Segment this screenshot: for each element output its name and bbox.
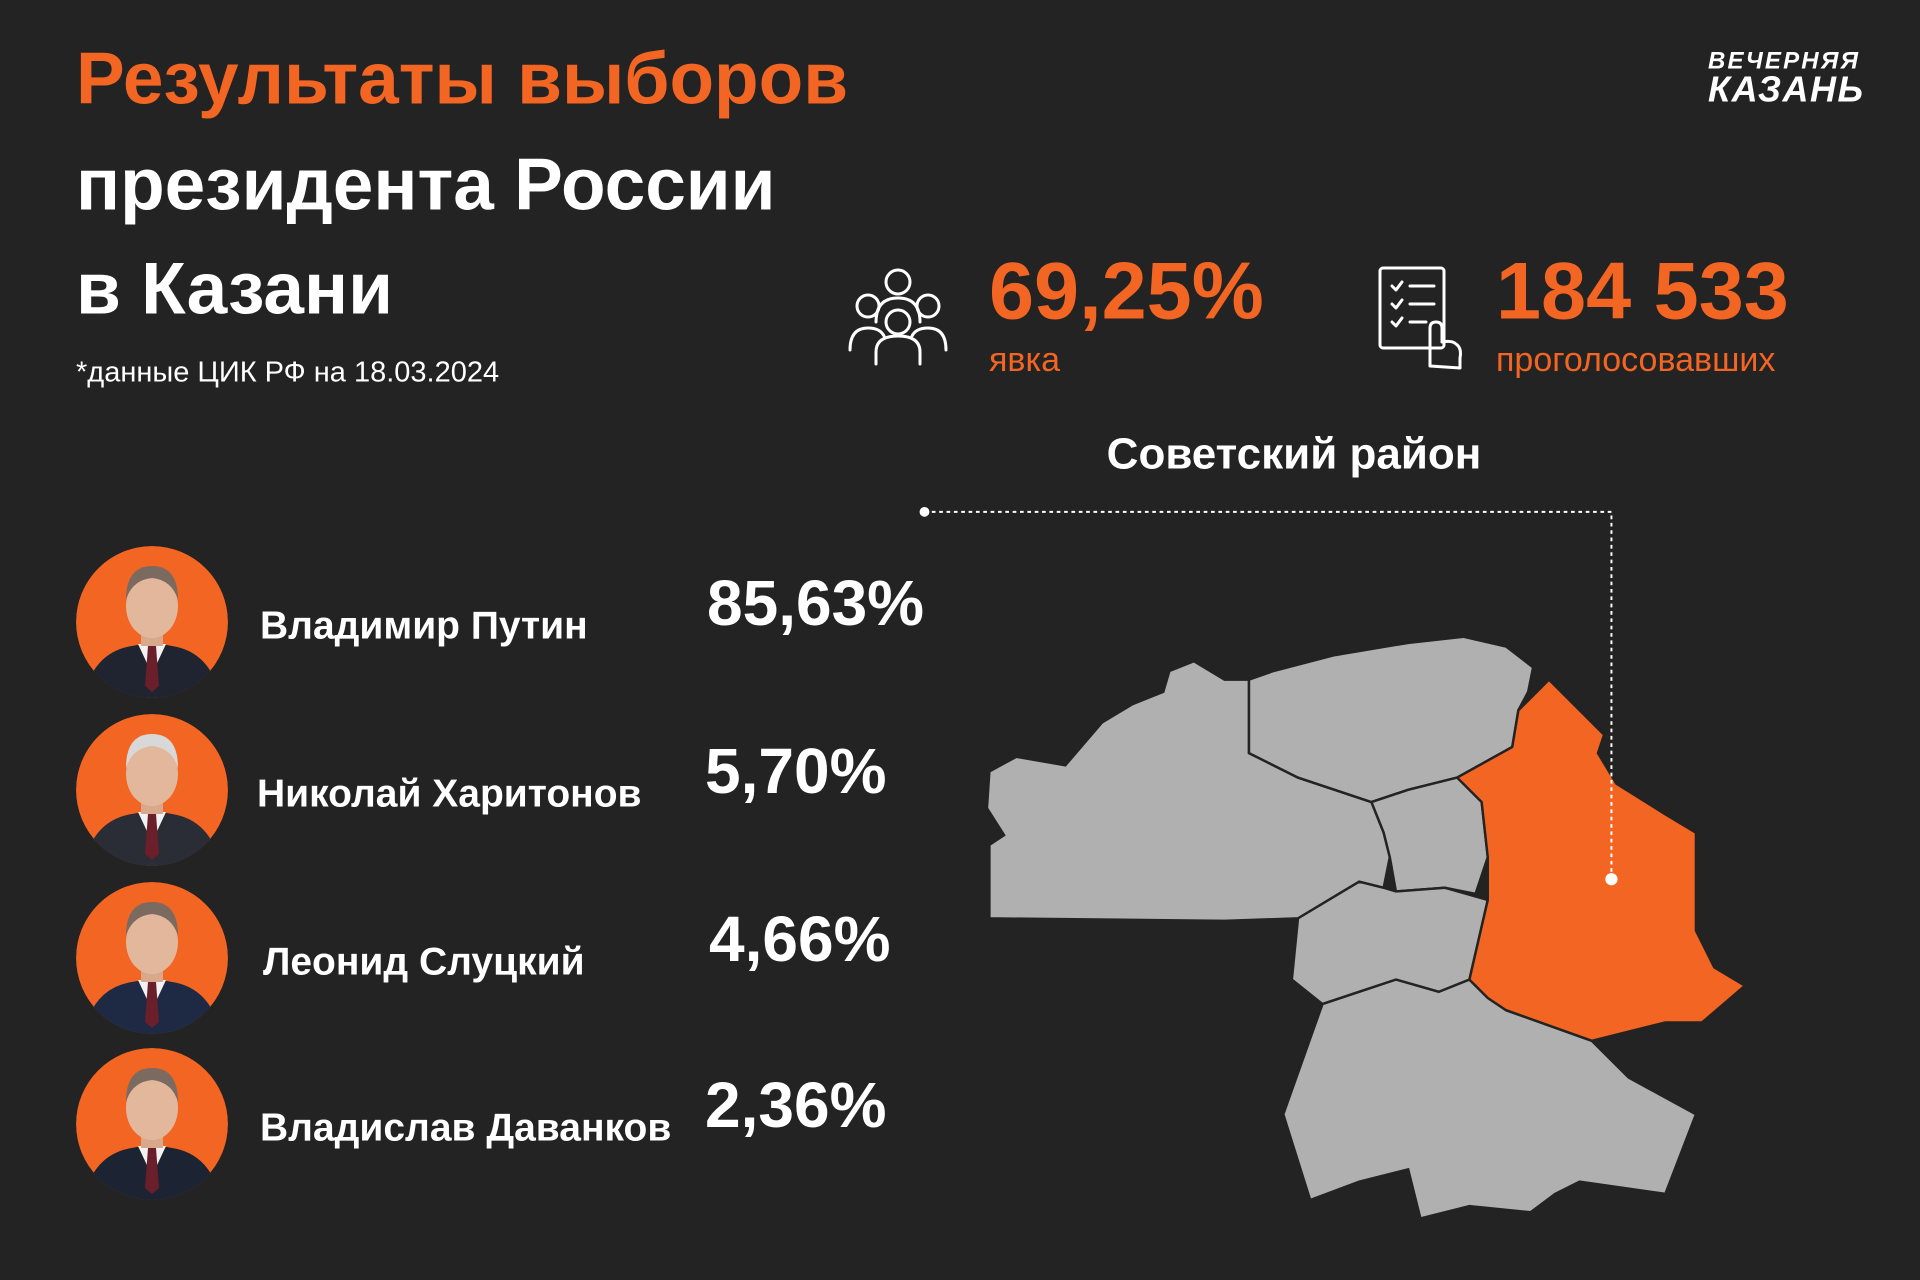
stat-value: 184 533 <box>1496 246 1789 336</box>
note: *данные ЦИК РФ на 18.03.2024 <box>76 357 499 389</box>
pointer-line <box>924 510 1613 880</box>
map <box>919 506 1747 1220</box>
district-title: Советский район <box>1107 430 1482 479</box>
portrait-head <box>126 574 178 638</box>
portrait-head <box>126 910 178 974</box>
portrait-hair <box>126 734 178 768</box>
candidate-name: Николай Харитонов <box>257 772 642 815</box>
portrait <box>76 1048 228 1200</box>
candidate-name: Владимир Путин <box>260 604 588 647</box>
portrait-hair <box>126 566 178 600</box>
map-region <box>1247 635 1535 804</box>
pointer-dot <box>1605 873 1618 886</box>
candidate-name: Владислав Даванков <box>260 1106 671 1149</box>
portrait-head <box>126 1076 178 1140</box>
turnout-icon <box>848 268 948 366</box>
portrait-hair <box>126 1068 178 1102</box>
portrait <box>76 714 228 866</box>
title-line: Результаты выборов <box>76 38 848 119</box>
stat-label: явка <box>989 341 1060 379</box>
portrait-tie <box>145 982 159 1028</box>
map-region <box>1281 978 1698 1220</box>
candidate-value: 4,66% <box>709 903 890 975</box>
portrait-hair <box>126 902 178 936</box>
portrait-head <box>126 742 178 806</box>
candidate-value: 85,63% <box>707 567 924 639</box>
candidate-value: 5,70% <box>705 735 886 807</box>
map-region-highlight <box>1455 677 1747 1043</box>
portrait-tie <box>145 1148 159 1194</box>
logo-line: ВЕЧЕРНЯЯ <box>1708 47 1859 74</box>
map-region <box>1369 776 1490 896</box>
logo-line: КАЗАНЬ <box>1708 69 1863 110</box>
candidate-value: 2,36% <box>705 1069 886 1141</box>
pointer-dot <box>919 506 930 517</box>
stat-value: 69,25% <box>989 246 1264 336</box>
candidate-name: Леонид Слуцкий <box>263 940 585 983</box>
title-line: в Казани <box>76 248 393 329</box>
title-line: президента России <box>76 144 776 225</box>
portrait <box>76 882 228 1034</box>
portrait-tie <box>145 646 159 692</box>
portrait-tie <box>145 814 159 860</box>
portrait <box>76 546 228 698</box>
voters-icon <box>1378 266 1462 370</box>
stat-label: проголосовавших <box>1496 341 1775 379</box>
